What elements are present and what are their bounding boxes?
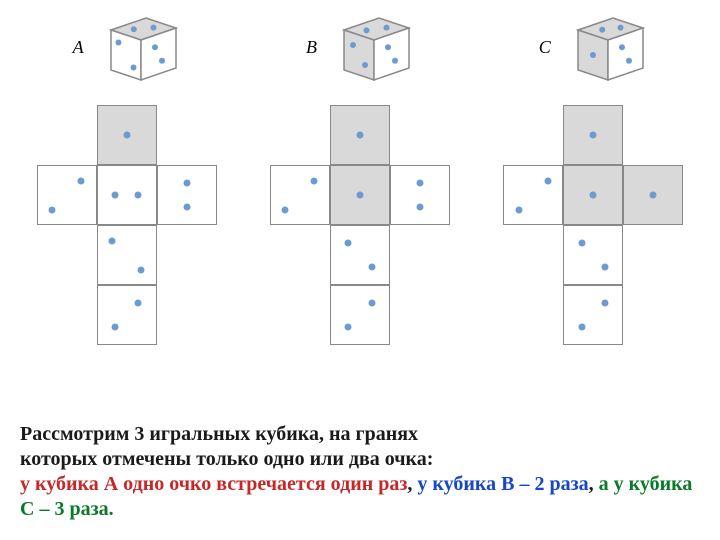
net-face	[563, 285, 623, 345]
net-face	[623, 165, 683, 225]
cube-net	[37, 105, 217, 345]
caption-text: Рассмотрим 3 игральных кубика, на гранях…	[20, 422, 700, 522]
caption-sep2: ,	[589, 473, 599, 495]
cube-3d: B	[306, 10, 414, 85]
cube-column-B: B	[245, 10, 475, 345]
net-face	[270, 165, 330, 225]
net-face	[330, 225, 390, 285]
caption-line2: которых отмечены только одно или два очк…	[20, 448, 433, 470]
cube-label: A	[73, 37, 84, 58]
net-face	[37, 165, 97, 225]
cube-net	[503, 105, 683, 345]
cube-label: C	[539, 37, 551, 58]
net-face	[97, 105, 157, 165]
net-face	[330, 285, 390, 345]
cube-label: B	[306, 37, 317, 58]
caption-a: у кубика А одно очко встречается один ра…	[20, 473, 407, 495]
net-face	[97, 285, 157, 345]
net-face	[563, 165, 623, 225]
net-face	[97, 165, 157, 225]
cube-column-C: C	[478, 10, 708, 345]
net-face	[563, 105, 623, 165]
net-face	[97, 225, 157, 285]
cube-net	[270, 105, 450, 345]
caption-sep1: ,	[407, 473, 417, 495]
net-face	[563, 225, 623, 285]
caption-line1: Рассмотрим 3 игральных кубика, на гранях	[20, 423, 418, 445]
caption-b: у кубика В – 2 раза	[417, 473, 588, 495]
cube-3d: C	[539, 10, 648, 85]
net-face	[390, 165, 450, 225]
diagram-row: A B C	[0, 0, 720, 345]
cube-3d: A	[73, 10, 181, 85]
net-face	[330, 105, 390, 165]
net-face	[157, 165, 217, 225]
net-face	[330, 165, 390, 225]
net-face	[503, 165, 563, 225]
cube-column-A: A	[12, 10, 242, 345]
